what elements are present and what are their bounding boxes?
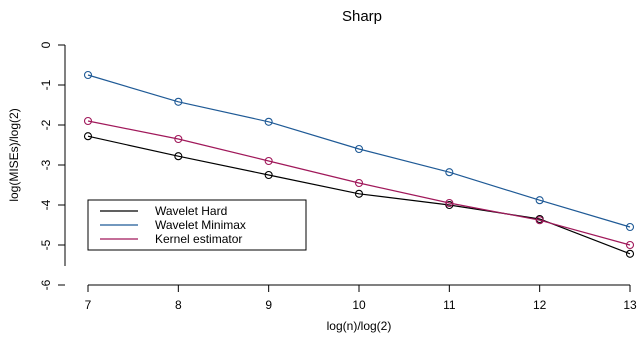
x-tick-label: 11	[443, 298, 456, 312]
data-point	[174, 97, 183, 106]
data-point	[535, 196, 544, 205]
y-axis-label: log(MISEs)/log(2)	[7, 108, 21, 201]
series-kernel-estimator	[83, 116, 635, 250]
chart-title: Sharp	[342, 8, 382, 25]
x-tick-label: 8	[175, 298, 182, 312]
x-axis-label: log(n)/log(2)	[327, 319, 392, 333]
series-line	[87, 135, 631, 255]
y-tick-label: -2	[39, 119, 53, 130]
series-wavelet-minimax	[83, 70, 635, 232]
y-tick-label: 0	[39, 41, 53, 48]
data-point	[445, 168, 454, 177]
x-tick-label: 13	[623, 298, 637, 312]
legend-label: Kernel estimator	[155, 232, 242, 246]
series-line	[87, 74, 631, 228]
data-point	[83, 70, 93, 80]
x-tick-label: 9	[265, 298, 272, 312]
data-point	[264, 170, 273, 180]
x-tick-label: 10	[352, 298, 366, 312]
data-point	[354, 189, 364, 198]
data-point	[174, 134, 183, 144]
data-point	[445, 198, 454, 208]
data-point	[625, 249, 635, 258]
data-point	[354, 178, 364, 188]
x-tick-label: 7	[85, 298, 92, 312]
y-tick-label: -5	[39, 239, 53, 250]
y-tick-label: -4	[39, 199, 53, 210]
data-point	[264, 117, 273, 126]
data-point	[83, 116, 93, 126]
data-point	[625, 240, 635, 250]
data-point	[174, 152, 183, 161]
x-tick-label: 12	[533, 298, 547, 312]
legend-label: Wavelet Minimax	[155, 218, 246, 232]
data-point	[535, 216, 544, 225]
data-point	[354, 144, 364, 154]
series-layer	[83, 70, 635, 258]
x-axis-ticks: 7 8 9 10 11 12 13	[85, 285, 637, 312]
data-point	[264, 156, 273, 166]
series-line	[87, 120, 631, 246]
y-tick-label: -3	[39, 159, 53, 170]
legend-label: Wavelet Hard	[155, 204, 227, 218]
y-tick-label: -6	[39, 279, 53, 290]
y-axis-ticks: 0 -1 -2 -3 -4 -5 -6	[39, 41, 65, 290]
data-point	[83, 132, 93, 141]
y-tick-label: -1	[39, 79, 53, 90]
data-point	[625, 222, 635, 232]
